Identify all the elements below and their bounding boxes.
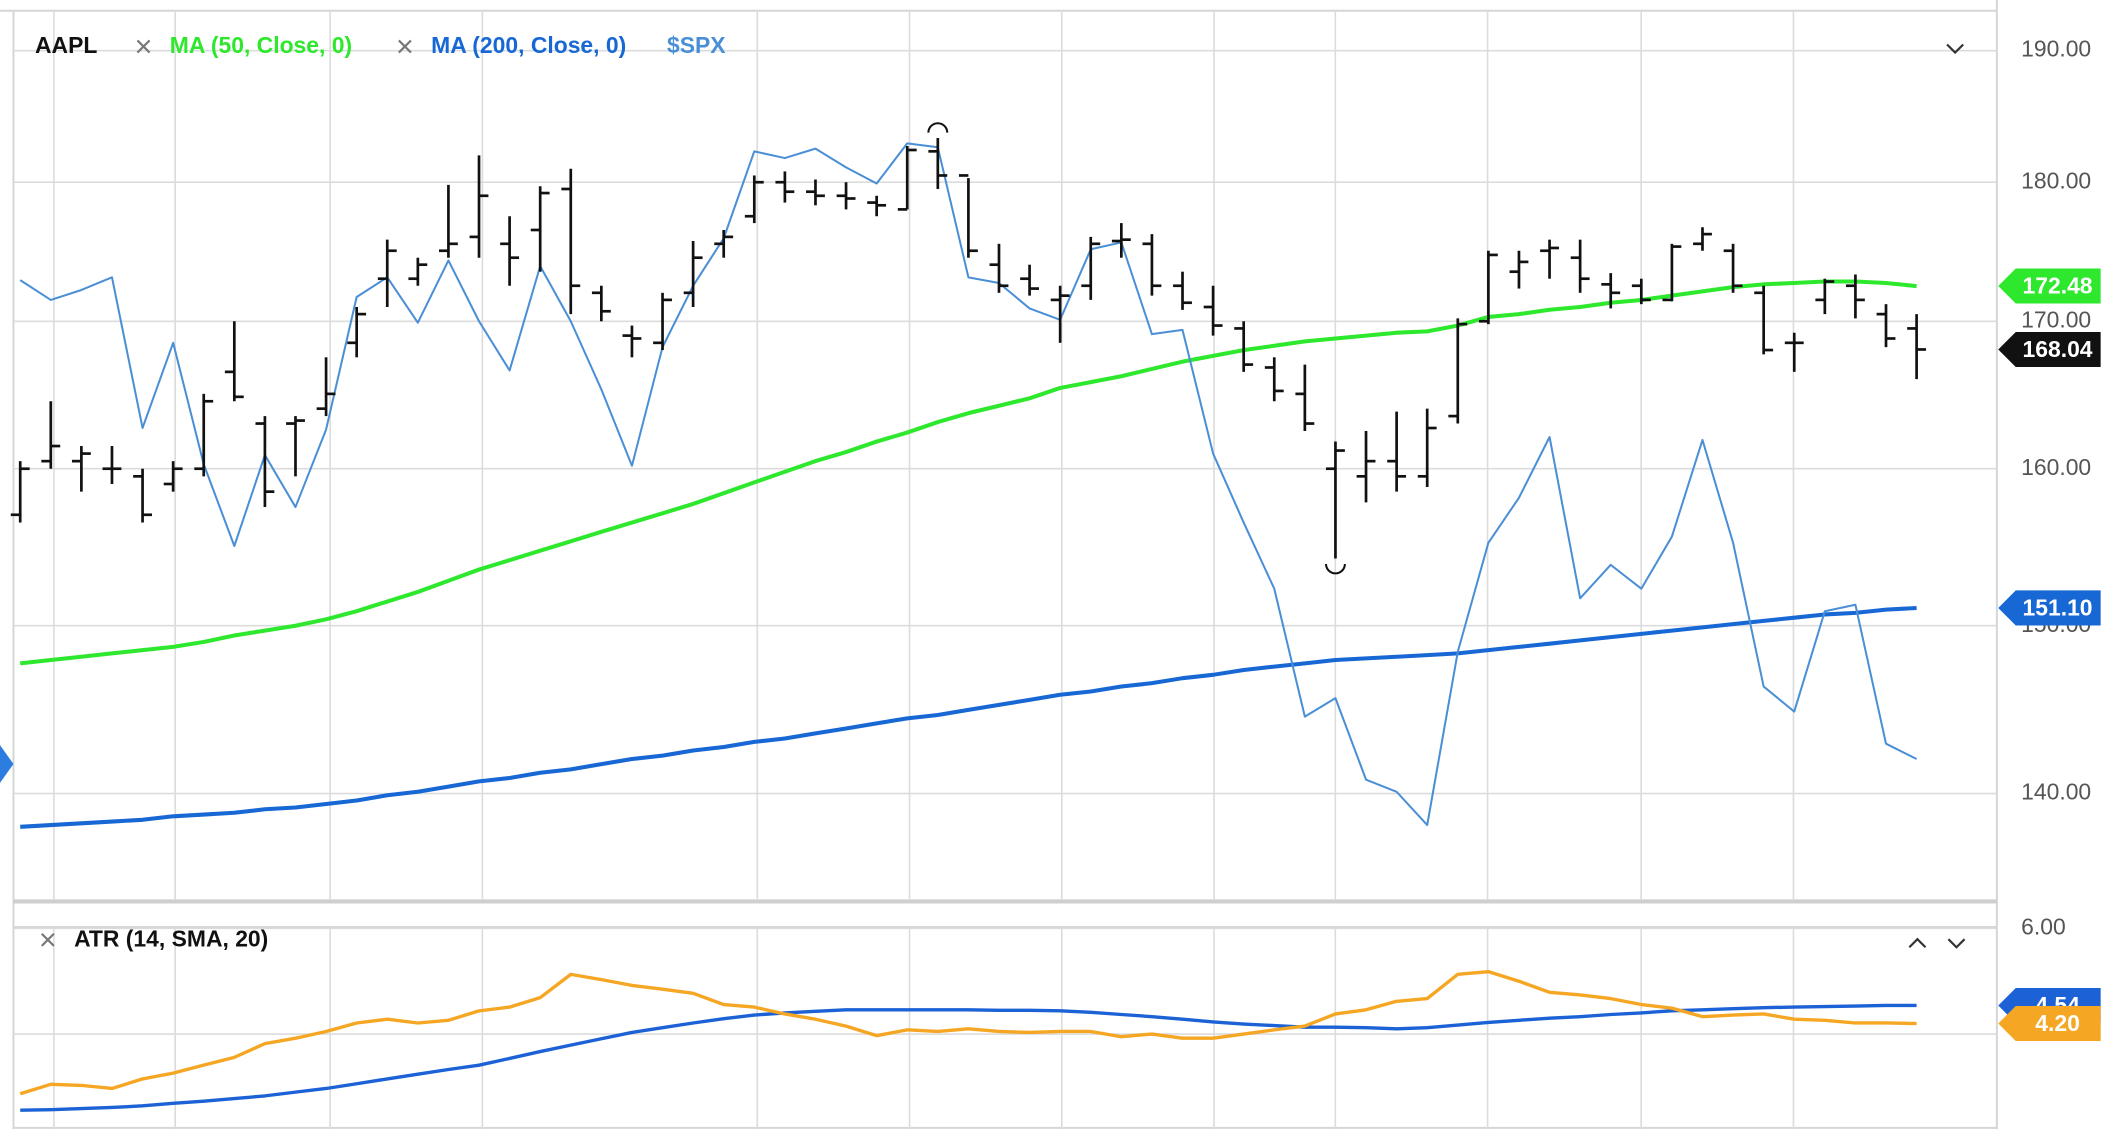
y-tick-label: 160.00: [2021, 454, 2091, 480]
frame: [0, 0, 1998, 1130]
legend-atr: ATR (14, SMA, 20): [74, 926, 268, 952]
badge-shape: [1998, 268, 2101, 304]
move-down-icon[interactable]: [1947, 938, 1966, 949]
legend-spx[interactable]: $SPX: [667, 32, 726, 58]
last-value-badge: 4.20: [1998, 1005, 2101, 1042]
legend-symbol: AAPL: [35, 32, 97, 58]
high-marker: [927, 122, 949, 133]
badge-shape: [1998, 590, 2101, 626]
remove-icon[interactable]: [41, 933, 55, 947]
y-tick-label: 140.00: [2021, 779, 2091, 805]
collapse-icon[interactable]: [1946, 43, 1964, 55]
y-tick-label: 170.00: [2021, 306, 2091, 332]
y-tick-label: 180.00: [2021, 167, 2091, 193]
move-up-icon[interactable]: [1908, 937, 1927, 949]
low-marker: [1325, 563, 1346, 575]
overlay-line: [19, 279, 1917, 666]
indicator-line: [19, 969, 1917, 1096]
remove-icon[interactable]: [398, 39, 412, 54]
legend-ma200[interactable]: MA (200, Close, 0): [431, 32, 626, 58]
last-value-badge: 151.10: [1998, 590, 2101, 626]
badge-shape: [1998, 1005, 2101, 1042]
y-tick-label: 6.00: [2021, 913, 2066, 939]
badge-shape: [1998, 331, 2101, 367]
last-value-badge: 168.04: [1998, 331, 2101, 367]
badge-label: 151.10: [2023, 594, 2093, 620]
overlay-line: [20, 605, 1917, 829]
badge-label: 172.48: [2023, 272, 2093, 298]
legend-ma50[interactable]: MA (50, Close, 0): [170, 32, 352, 58]
badge-label: 4.20: [2035, 1010, 2080, 1036]
y-tick-label: 190.00: [2021, 36, 2091, 62]
overlay-edge-marker: [0, 745, 14, 783]
plot-layer: 140.00150.00160.00170.00180.00190.004.00…: [10, 36, 2101, 1112]
remove-icon[interactable]: [136, 39, 151, 54]
legend: AAPL MA (50, Close, 0) MA (200, Close, 0…: [35, 32, 1966, 952]
badge-label: 168.04: [2023, 336, 2093, 362]
time-grid: [53, 10, 1795, 1130]
indicator-line: [20, 1003, 1917, 1112]
last-value-badge: 172.48: [1998, 268, 2101, 304]
overlay-line: [19, 142, 1918, 827]
